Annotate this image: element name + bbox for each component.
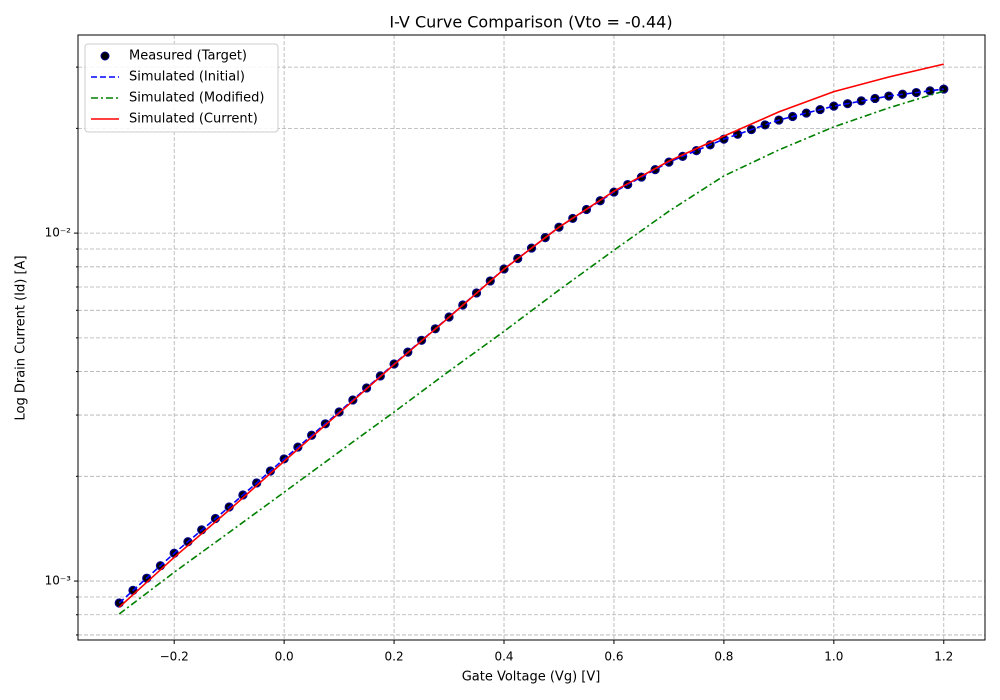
series-line <box>118 88 944 604</box>
x-tick-label: 1.2 <box>934 650 953 664</box>
legend-label: Simulated (Modified) <box>129 91 264 106</box>
series-line <box>118 63 944 608</box>
x-tick-label: 1.0 <box>824 650 843 664</box>
x-axis-label: Gate Voltage (Vg) [V] <box>462 670 601 685</box>
legend-label: Measured (Target) <box>129 49 247 64</box>
legend-marker <box>100 51 110 61</box>
x-tick-label: 0.8 <box>714 650 733 664</box>
plot-area <box>114 63 949 615</box>
y-tick-label: 10⁻² <box>45 226 72 240</box>
x-tick-label: 0.4 <box>494 650 513 664</box>
data-point <box>801 108 811 118</box>
y-axis-label: Log Drain Current (Id) [A] <box>14 255 29 420</box>
x-tick-label: −0.2 <box>160 650 189 664</box>
chart-title: I-V Curve Comparison (Vto = -0.44) <box>389 13 672 32</box>
x-tick-label: 0.6 <box>604 650 623 664</box>
legend-label: Simulated (Current) <box>129 112 258 127</box>
x-tick-label: 0.2 <box>385 650 404 664</box>
legend-label: Simulated (Initial) <box>129 70 245 85</box>
y-tick-label: 10⁻³ <box>45 574 72 588</box>
plot-frame <box>77 34 986 641</box>
data-point <box>760 120 770 130</box>
series-line <box>118 90 945 615</box>
legend-box <box>84 43 279 133</box>
x-tick-label: 0.0 <box>275 650 294 664</box>
